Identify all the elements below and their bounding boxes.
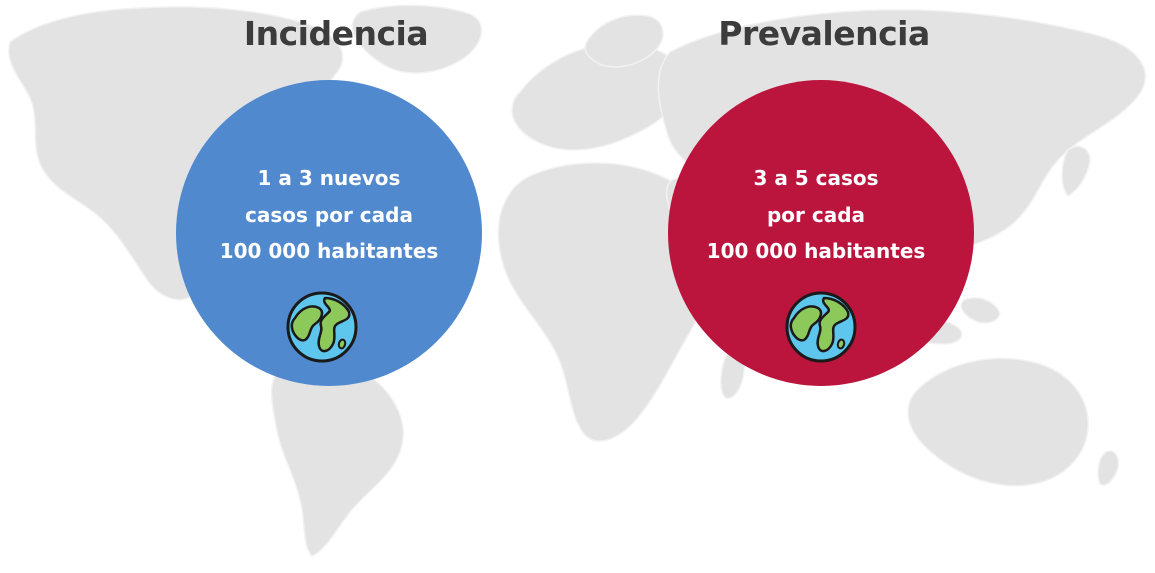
- incidencia-line-3: 100 000 habitantes: [219, 239, 439, 263]
- panel-title-prevalencia: Prevalencia: [718, 14, 930, 53]
- incidencia-line-1: 1 a 3 nuevos: [257, 166, 401, 190]
- incidencia-line-2: casos por cada: [245, 202, 413, 227]
- prevalencia-text: 3 a 5 casos por cada 100 000 habitantes: [656, 160, 976, 270]
- incidencia-text: 1 a 3 nuevos casos por cada 100 000 habi…: [169, 160, 489, 270]
- prevalencia-line-3: 100 000 habitantes: [706, 239, 926, 263]
- panel-title-incidencia: Incidencia: [243, 14, 429, 53]
- prevalencia-line-2: por cada: [766, 202, 866, 227]
- globe-icon: [785, 291, 857, 363]
- globe-icon: [286, 291, 358, 363]
- prevalencia-line-1: 3 a 5 casos: [753, 166, 879, 190]
